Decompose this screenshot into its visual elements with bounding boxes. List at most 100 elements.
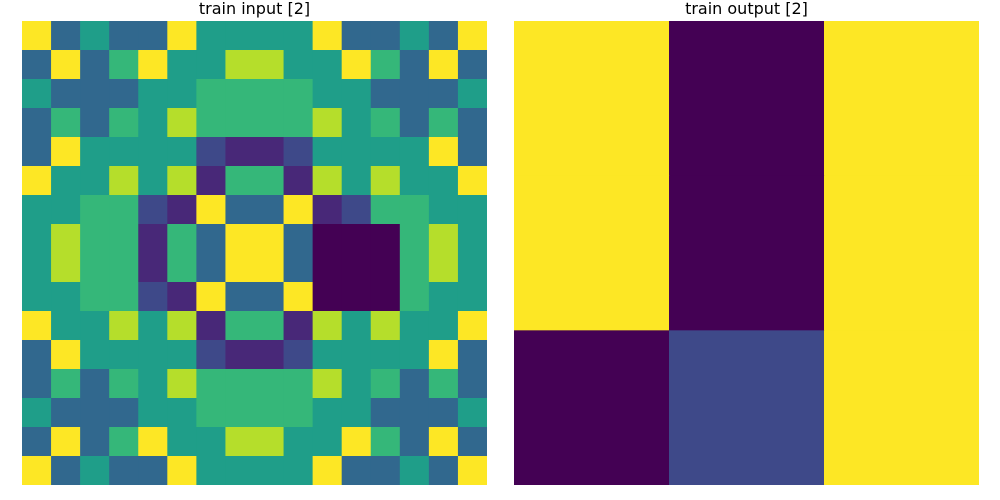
grid-cell	[341, 21, 372, 51]
grid-cell	[109, 282, 139, 312]
grid-cell	[51, 137, 81, 167]
grid-cell	[341, 79, 372, 109]
grid-cell	[341, 398, 372, 428]
grid-cell	[399, 79, 430, 109]
grid-cell	[312, 21, 343, 51]
grid-cell	[22, 369, 52, 399]
grid-cell	[167, 282, 197, 312]
grid-cell	[51, 50, 81, 80]
grid-cell	[109, 108, 139, 138]
grid-cell	[312, 427, 343, 457]
grid-cell	[341, 224, 372, 254]
grid-cell	[138, 369, 168, 399]
grid-cell	[399, 456, 430, 485]
grid-cell	[51, 166, 81, 196]
grid-cell	[341, 282, 372, 312]
grid-cell	[399, 369, 430, 399]
grid-cell	[167, 398, 197, 428]
grid-cell	[196, 427, 227, 457]
grid-cell	[428, 195, 459, 225]
grid-cell	[22, 282, 52, 312]
grid-cell	[225, 311, 256, 341]
grid-cell	[167, 166, 197, 196]
grid-cell	[341, 427, 372, 457]
grid-cell	[312, 369, 343, 399]
grid-cell	[399, 427, 430, 457]
grid-cell	[283, 369, 314, 399]
grid-cell	[51, 427, 81, 457]
grid-cell	[254, 108, 285, 138]
grid-cell	[457, 166, 487, 196]
grid-cell	[80, 224, 110, 254]
grid-cell	[225, 456, 256, 485]
grid-cell	[80, 21, 110, 51]
grid-cell	[196, 224, 227, 254]
grid-cell	[80, 108, 110, 138]
grid-cell	[457, 427, 487, 457]
grid-cell	[22, 79, 52, 109]
grid-cell	[254, 50, 285, 80]
grid-cell	[51, 456, 81, 485]
grid-cell	[196, 195, 227, 225]
grid-cell	[457, 369, 487, 399]
grid-cell	[51, 79, 81, 109]
grid-cell	[196, 398, 227, 428]
grid-cell	[370, 253, 401, 283]
grid-cell	[341, 166, 372, 196]
input-panel-title: train input [2]	[198, 0, 311, 18]
grid-cell	[196, 311, 227, 341]
grid-cell	[428, 456, 459, 485]
grid-cell	[138, 311, 168, 341]
grid-cell	[167, 195, 197, 225]
grid-cell	[312, 50, 343, 80]
grid-cell	[399, 108, 430, 138]
grid-cell	[457, 79, 487, 109]
grid-cell	[167, 311, 197, 341]
grid-cell	[80, 456, 110, 485]
grid-cell	[51, 224, 81, 254]
grid-cell	[138, 195, 168, 225]
grid-cell	[399, 253, 430, 283]
grid-cell	[109, 137, 139, 167]
grid-cell	[283, 282, 314, 312]
grid-cell	[109, 253, 139, 283]
grid-cell	[283, 398, 314, 428]
grid-cell	[370, 369, 401, 399]
grid-cell	[109, 21, 139, 51]
grid-cell	[254, 340, 285, 370]
grid-cell	[225, 427, 256, 457]
grid-cell	[254, 398, 285, 428]
output-panel: train output [2]	[514, 0, 979, 485]
grid-cell	[196, 21, 227, 51]
grid-cell	[283, 79, 314, 109]
grid-cell	[457, 282, 487, 312]
grid-cell	[283, 50, 314, 80]
grid-cell	[225, 79, 256, 109]
grid-cell	[370, 21, 401, 51]
grid-cell	[457, 398, 487, 428]
grid-cell	[51, 398, 81, 428]
grid-cell	[80, 50, 110, 80]
grid-cell	[428, 50, 459, 80]
grid-cell	[22, 50, 52, 80]
grid-cell	[80, 340, 110, 370]
grid-cell	[138, 398, 168, 428]
grid-cell	[399, 137, 430, 167]
grid-cell	[109, 79, 139, 109]
grid-cell	[225, 108, 256, 138]
input-panel: train input [2]	[22, 0, 487, 485]
grid-cell	[428, 282, 459, 312]
grid-cell	[312, 253, 343, 283]
grid-cell	[399, 166, 430, 196]
grid-cell	[138, 166, 168, 196]
grid-cell	[283, 195, 314, 225]
grid-cell	[370, 398, 401, 428]
grid-cell	[254, 282, 285, 312]
grid-cell	[254, 224, 285, 254]
grid-cell	[428, 369, 459, 399]
grid-cell	[167, 79, 197, 109]
grid-cell	[254, 253, 285, 283]
grid-cell	[370, 427, 401, 457]
grid-cell	[341, 137, 372, 167]
grid-cell	[428, 108, 459, 138]
